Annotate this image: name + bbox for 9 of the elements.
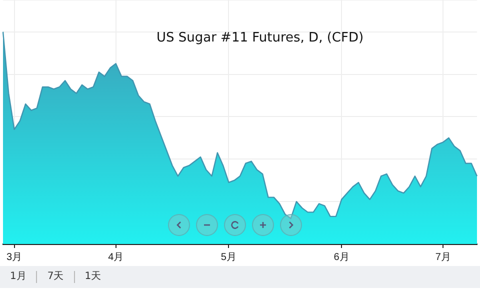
x-tick-label: 3月 bbox=[6, 252, 22, 263]
x-tick-label: 6月 bbox=[334, 252, 350, 263]
text: 1天 bbox=[84, 271, 102, 283]
text: 7天 bbox=[37, 271, 75, 283]
x-tick-label: 5月 bbox=[220, 252, 236, 263]
x-tick-label: 4月 bbox=[108, 252, 124, 263]
x-tick-label: 7月 bbox=[435, 252, 451, 263]
chart-title: US Sugar #11 Futures, D, (CFD) bbox=[156, 30, 364, 46]
text: 1月 bbox=[0, 271, 38, 283]
